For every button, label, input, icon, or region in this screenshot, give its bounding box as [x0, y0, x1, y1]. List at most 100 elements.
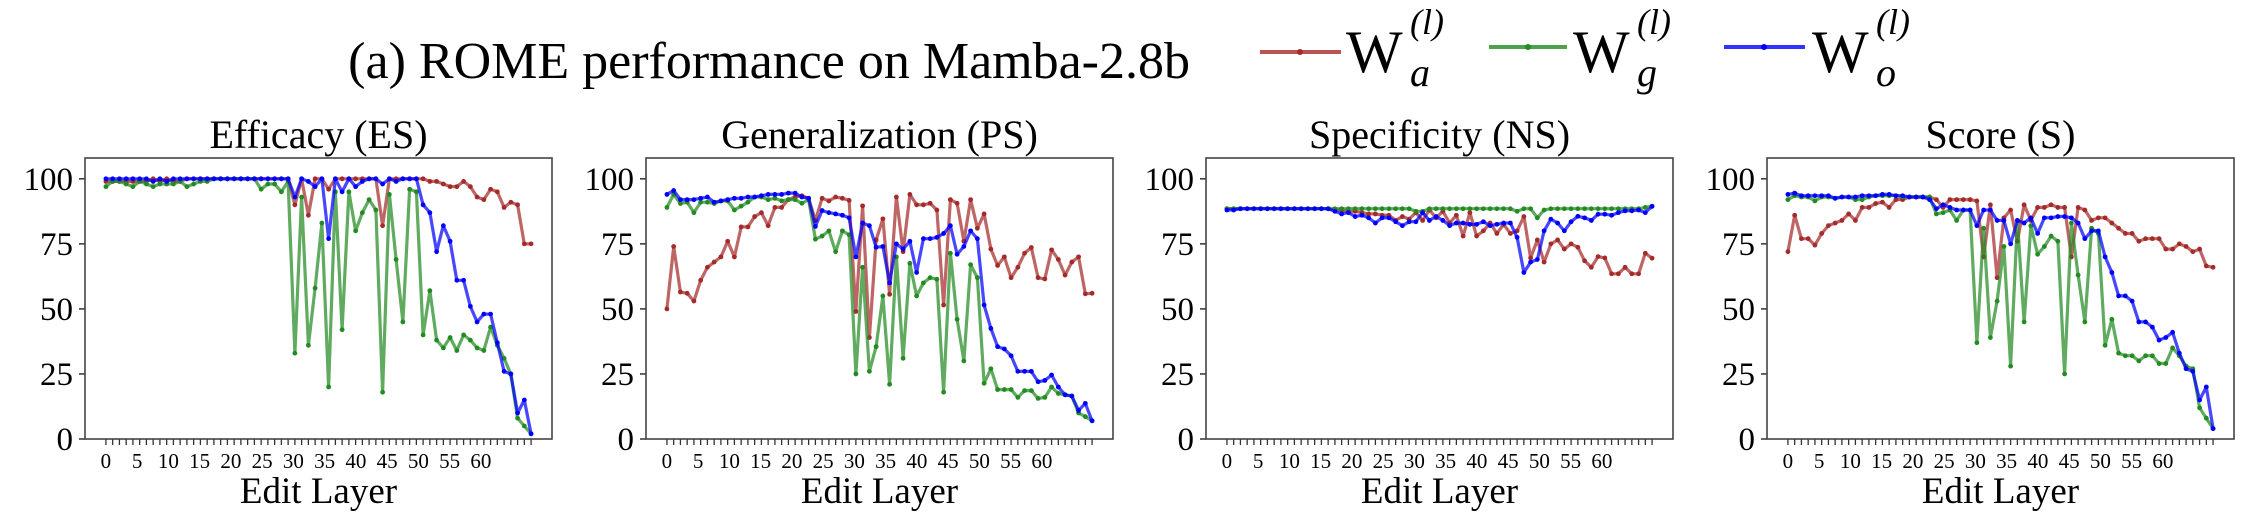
- data-point: [826, 210, 832, 216]
- data-point: [974, 225, 980, 231]
- data-point: [799, 194, 805, 200]
- data-point: [725, 238, 731, 244]
- data-point: [1521, 214, 1527, 219]
- data-point: [481, 311, 487, 317]
- data-point: [413, 176, 419, 182]
- data-point: [1447, 223, 1453, 229]
- data-point: [927, 275, 933, 281]
- data-point: [1521, 270, 1527, 275]
- data-point: [2197, 397, 2202, 403]
- data-point: [461, 332, 466, 338]
- data-point: [218, 176, 224, 182]
- data-point: [1629, 208, 1635, 214]
- data-point: [752, 214, 758, 219]
- data-point: [2170, 246, 2175, 252]
- data-point: [1859, 197, 1865, 203]
- data-point: [1298, 206, 1304, 212]
- data-point: [2021, 202, 2027, 208]
- data-point: [521, 397, 527, 403]
- data-point: [2089, 228, 2095, 234]
- data-point: [900, 246, 906, 252]
- data-point: [272, 181, 278, 187]
- data-point: [494, 340, 500, 346]
- data-point: [1426, 218, 1432, 223]
- data-point: [157, 181, 163, 187]
- data-point: [1022, 368, 1027, 374]
- data-point: [1015, 394, 1021, 400]
- data-point: [1022, 388, 1027, 394]
- data-point: [880, 244, 886, 249]
- data-point: [2014, 218, 2020, 223]
- data-point: [1649, 255, 1655, 261]
- data-point: [353, 184, 359, 190]
- data-point: [1853, 218, 1858, 223]
- data-point: [2035, 205, 2041, 210]
- data-point: [2075, 272, 2081, 278]
- y-tick-label: 100: [585, 162, 635, 198]
- data-point: [2041, 244, 2047, 249]
- x-tick-label: 10: [1279, 449, 1300, 473]
- legend-symbol-wg: W: [1573, 19, 1630, 85]
- data-point: [1853, 194, 1858, 200]
- data-point: [1426, 206, 1432, 212]
- data-point: [914, 270, 920, 275]
- x-tick-label: 25: [1934, 449, 1955, 473]
- data-point: [1799, 193, 1804, 199]
- data-point: [1345, 206, 1351, 212]
- data-point: [2163, 335, 2169, 340]
- data-point: [2136, 358, 2142, 364]
- data-point: [927, 200, 933, 206]
- data-point: [2129, 231, 2135, 236]
- data-point: [1258, 206, 1264, 212]
- data-point: [434, 179, 439, 184]
- data-point: [1642, 205, 1648, 210]
- data-point: [1541, 207, 1547, 213]
- data-point: [1325, 206, 1331, 212]
- data-point: [1615, 206, 1621, 212]
- subplot-title: Efficacy (ES): [209, 112, 427, 157]
- data-point: [400, 176, 406, 182]
- data-point: [1609, 206, 1614, 212]
- x-tick-label: 50: [1529, 449, 1550, 473]
- data-point: [2062, 214, 2068, 219]
- data-point: [934, 276, 940, 282]
- data-point: [224, 176, 230, 182]
- data-point: [1575, 213, 1581, 219]
- data-point: [2095, 215, 2101, 221]
- data-point: [353, 176, 359, 182]
- data-point: [407, 176, 413, 182]
- data-point: [684, 290, 690, 296]
- plot-frame: [645, 157, 1114, 440]
- data-point: [1453, 206, 1459, 212]
- x-tick-label: 60: [1031, 449, 1052, 473]
- figure-title: (a) ROME performance on Mamba-2.8b: [348, 33, 1190, 90]
- data-point: [2203, 263, 2209, 269]
- data-point: [954, 200, 960, 206]
- x-tick-label: 45: [2059, 449, 2080, 473]
- data-point: [2082, 319, 2088, 325]
- data-point: [123, 181, 129, 187]
- data-point: [1900, 193, 1906, 199]
- data-point: [664, 205, 670, 210]
- series-wg: [1785, 193, 2216, 431]
- data-point: [1994, 298, 2000, 304]
- data-point: [1393, 219, 1399, 225]
- x-tick-label: 10: [158, 449, 179, 473]
- data-point: [718, 198, 724, 204]
- data-point: [1832, 195, 1838, 201]
- data-point: [326, 236, 332, 242]
- x-tick-label: 10: [1840, 449, 1861, 473]
- data-point: [1453, 212, 1459, 218]
- data-point: [1406, 206, 1412, 212]
- data-point: [995, 344, 1000, 350]
- data-point: [346, 176, 352, 182]
- y-tick-label: 25: [601, 357, 634, 393]
- data-point: [968, 262, 974, 268]
- series-line: [1787, 194, 2215, 430]
- data-point: [705, 264, 710, 270]
- data-point: [265, 176, 271, 182]
- data-point: [1399, 214, 1405, 219]
- data-point: [866, 368, 872, 374]
- data-point: [1372, 220, 1378, 226]
- data-point: [2041, 205, 2047, 210]
